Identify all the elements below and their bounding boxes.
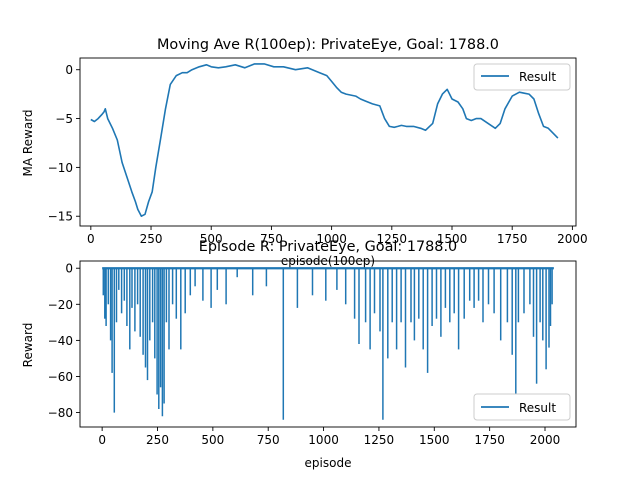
episode-reward-x-tick-label: 500 (201, 433, 224, 447)
moving-average-x-axis: 0 250 500 750 1000 1250 1500 1750 2000 (87, 226, 588, 246)
episode-reward-y-axis-label: Reward (21, 323, 35, 368)
episode-reward-x-tick-label: 0 (98, 433, 106, 447)
moving-average-plot-area (79, 57, 577, 227)
moving-average-x-tick-label: 250 (140, 232, 163, 246)
moving-average-legend: Result (473, 63, 571, 91)
moving-average-x-tick-label: 1500 (437, 232, 468, 246)
moving-average-series-line (90, 63, 559, 217)
moving-average-legend-label: Result (519, 70, 556, 84)
moving-average-y-tick-label: −15 (48, 210, 73, 224)
moving-average-x-tick-label: 1250 (377, 232, 408, 246)
moving-average-chart-title: Moving Ave R(100ep): PrivateEye, Goal: 1… (157, 37, 499, 53)
episode-reward-x-tick-label: 1000 (308, 433, 339, 447)
moving-average-y-axis: 0 −5 −10 −15 (48, 63, 80, 224)
moving-average-x-tick-label: 750 (260, 232, 283, 246)
episode-reward-chart: Episode R: PrivateEye, Goal: 1788.0 0 250… (21, 239, 577, 470)
moving-average-x-tick-label: 0 (87, 232, 95, 246)
episode-reward-x-tick-label: 750 (257, 433, 280, 447)
moving-average-chart: Moving Ave R(100ep): PrivateEye, Goal: 1… (21, 37, 588, 268)
episode-reward-x-axis: 0 250 500 750 1000 1250 1500 1750 2000 (98, 427, 560, 447)
episode-reward-x-tick-label: 2000 (530, 433, 561, 447)
moving-average-y-tick-label: 0 (65, 63, 73, 77)
episode-reward-x-tick-label: 250 (146, 433, 169, 447)
episode-reward-x-tick-label: 1250 (364, 433, 395, 447)
episode-reward-axes-frame (79, 260, 577, 428)
episode-reward-y-tick-label: −40 (48, 334, 73, 348)
moving-average-x-tick-label: 500 (200, 232, 223, 246)
moving-average-legend-frame (473, 63, 571, 91)
episode-reward-y-tick-label: −20 (48, 298, 73, 312)
episode-reward-y-axis: 0 −20 −40 −60 −80 (48, 262, 80, 420)
episode-reward-y-tick-label: −60 (48, 370, 73, 384)
episode-reward-x-tick-label: 1750 (474, 433, 505, 447)
moving-average-x-tick-label: 1750 (497, 232, 528, 246)
moving-average-x-tick-label: 2000 (557, 232, 588, 246)
episode-reward-y-tick-label: −80 (48, 406, 73, 420)
episode-reward-x-tick-label: 1500 (419, 433, 450, 447)
episode-reward-legend-frame (473, 393, 571, 421)
episode-reward-chart-title: Episode R: PrivateEye, Goal: 1788.0 (199, 239, 457, 255)
moving-average-axes-frame (79, 57, 577, 227)
moving-average-y-tick-label: −10 (48, 161, 73, 175)
episode-reward-x-axis-label: episode (305, 456, 352, 470)
moving-average-y-tick-label: −5 (55, 112, 73, 126)
moving-average-y-axis-label: MA Reward (21, 109, 35, 176)
episode-reward-plot-area (79, 260, 577, 428)
moving-average-x-tick-label: 1000 (316, 232, 347, 246)
episode-reward-legend: Result (473, 393, 571, 421)
episode-reward-legend-label: Result (519, 401, 556, 415)
episode-reward-y-tick-label: 0 (65, 262, 73, 276)
